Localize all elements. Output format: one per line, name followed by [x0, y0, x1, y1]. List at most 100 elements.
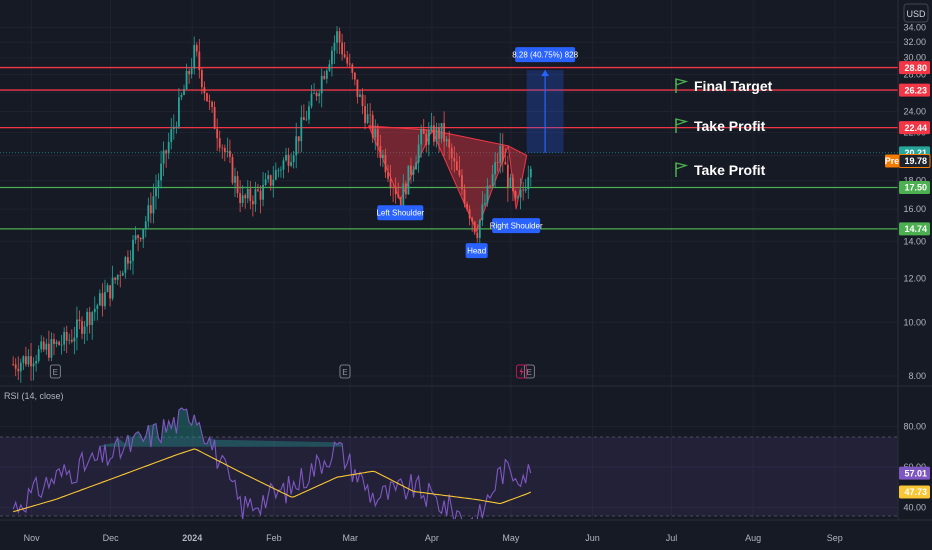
- candle: [58, 340, 60, 346]
- price-tick-label: 14.00: [903, 236, 926, 246]
- candle-body: [384, 154, 387, 173]
- candle-body: [129, 260, 132, 264]
- candle-body: [305, 119, 308, 121]
- target-annotation: Final Target: [675, 78, 773, 94]
- earnings-marker[interactable]: E: [523, 364, 535, 379]
- candle-body: [471, 218, 474, 222]
- candle: [114, 276, 117, 284]
- candle-body: [137, 235, 140, 239]
- candle-body: [315, 92, 318, 97]
- candle: [162, 141, 165, 176]
- candle-body: [374, 129, 377, 138]
- candle: [106, 282, 109, 293]
- candle-body: [155, 188, 157, 197]
- time-axis[interactable]: Nov Dec 2024 Feb Mar Apr May Jun Jul Aug Sep: [24, 533, 843, 543]
- currency-button[interactable]: USD: [903, 3, 929, 23]
- candle: [167, 132, 170, 160]
- candle: [295, 122, 298, 169]
- candle: [348, 53, 351, 68]
- candle-body: [348, 63, 351, 65]
- candle-body: [433, 125, 435, 142]
- head-label-box: [465, 243, 488, 259]
- candle-body: [88, 312, 91, 325]
- candle-body: [397, 194, 400, 198]
- candle-body: [183, 89, 185, 95]
- candle: [30, 342, 32, 381]
- candle: [111, 265, 114, 301]
- candle: [356, 79, 359, 104]
- candle: [412, 165, 415, 182]
- candle: [231, 153, 234, 185]
- candle-body: [308, 106, 310, 120]
- candle: [346, 51, 349, 67]
- candle: [491, 164, 494, 189]
- earnings-marker-label: E: [53, 368, 58, 377]
- candle-body: [359, 94, 361, 97]
- candle: [512, 173, 514, 201]
- resistance-badge-label: 28.80: [904, 63, 927, 73]
- candle: [394, 177, 397, 204]
- candle: [453, 146, 456, 173]
- candle-body: [338, 31, 341, 43]
- candle-body: [282, 160, 285, 170]
- earnings-marker-frame: [339, 364, 351, 379]
- left-shoulder-label: Left Shoulder: [376, 209, 424, 218]
- candle-body: [387, 172, 389, 179]
- time-tick-label: Mar: [342, 533, 358, 543]
- currency-button-frame: [903, 3, 929, 23]
- candle: [392, 183, 395, 202]
- candle: [264, 173, 267, 187]
- candle: [267, 170, 270, 183]
- candle: [466, 201, 468, 212]
- candle-body: [50, 339, 53, 358]
- candle: [47, 330, 50, 362]
- candle-body: [450, 147, 453, 159]
- candle-body: [331, 50, 333, 65]
- candle-body: [399, 197, 402, 207]
- candle: [397, 182, 400, 199]
- candle: [445, 136, 448, 147]
- candle: [522, 181, 525, 201]
- candle-body: [32, 363, 35, 367]
- candle-body: [42, 341, 45, 350]
- candle-body: [14, 364, 17, 369]
- candle-body: [198, 51, 201, 71]
- candle: [172, 114, 175, 140]
- candle-body: [343, 54, 346, 58]
- candle: [438, 123, 440, 153]
- candle: [527, 165, 530, 200]
- candle: [318, 89, 321, 104]
- event-marker[interactable]: [515, 364, 527, 379]
- candle-body: [267, 175, 270, 180]
- candle-body: [83, 326, 86, 334]
- candle: [127, 250, 129, 270]
- rsi-ma-line: [13, 448, 532, 513]
- candle-body: [12, 364, 15, 366]
- candle-body: [251, 200, 254, 205]
- candle-body: [157, 180, 160, 189]
- candle: [361, 88, 364, 115]
- candle: [422, 118, 425, 134]
- candle: [366, 103, 369, 125]
- candle-body: [496, 162, 499, 164]
- candle-body: [226, 150, 229, 153]
- earnings-marker[interactable]: E: [49, 364, 61, 379]
- candle-body: [328, 64, 331, 71]
- earnings-marker-label: E: [342, 368, 347, 377]
- candle-body: [509, 177, 512, 188]
- candle: [73, 326, 76, 355]
- measure-tool[interactable]: 8.28 (40.75%) 828: [512, 47, 579, 153]
- candle-body: [353, 72, 356, 80]
- candle-body: [93, 308, 96, 313]
- candle-body: [522, 189, 525, 191]
- candle: [226, 137, 229, 158]
- candle: [415, 155, 417, 170]
- indicator-title[interactable]: RSI (14, close): [4, 391, 64, 401]
- candle-body: [323, 75, 326, 79]
- candles-layer: [12, 26, 532, 383]
- earnings-marker[interactable]: E: [339, 364, 351, 379]
- candle-body: [239, 193, 242, 204]
- candle: [292, 150, 295, 169]
- candle: [101, 283, 104, 317]
